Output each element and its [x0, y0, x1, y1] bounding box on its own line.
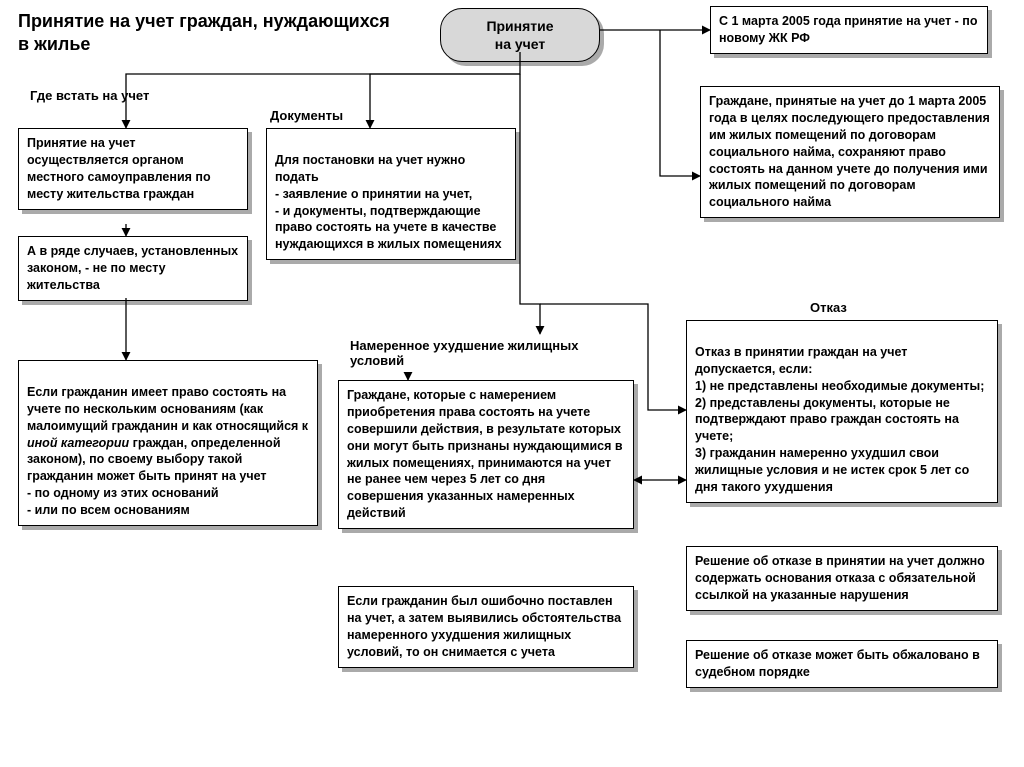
- box-worse2: Если гражданин был ошибочно поставлен на…: [338, 586, 634, 668]
- box-refusal2-text: Решение об отказе в принятии на учет дол…: [695, 554, 985, 602]
- box-worse1-text: Граждане, которые с намерением приобрете…: [347, 388, 623, 520]
- box-refusal2: Решение об отказе в принятии на учет дол…: [686, 546, 998, 611]
- label-refusal: Отказ: [810, 300, 910, 315]
- label-docs: Документы: [270, 108, 390, 123]
- root-line2: на учет: [495, 36, 546, 52]
- label-worse-text: Намеренное ухудшение жилищных условий: [350, 338, 578, 368]
- box-refusal3: Решение об отказе может быть обжаловано …: [686, 640, 998, 688]
- box-date1-text: С 1 марта 2005 года принятие на учет - п…: [719, 14, 977, 45]
- box-docs1: Для постановки на учет нужно подать - за…: [266, 128, 516, 260]
- box-refusal3-text: Решение об отказе может быть обжаловано …: [695, 648, 980, 679]
- title-text: Принятие на учет граждан, нуждающихся в …: [18, 11, 390, 54]
- root-node: Принятие на учет: [440, 8, 600, 62]
- diagram-title: Принятие на учет граждан, нуждающихся в …: [18, 10, 398, 57]
- box-where2-text: А в ряде случаев, установленных законом,…: [27, 244, 238, 292]
- root-line1: Принятие: [486, 18, 553, 34]
- box-date2-text: Граждане, принятые на учет до 1 марта 20…: [709, 94, 990, 209]
- box-date1: С 1 марта 2005 года принятие на учет - п…: [710, 6, 988, 54]
- box-worse1: Граждане, которые с намерением приобрете…: [338, 380, 634, 529]
- box-where2: А в ряде случаев, установленных законом,…: [18, 236, 248, 301]
- box-where1: Принятие на учет осуществляется органом …: [18, 128, 248, 210]
- box-worse2-text: Если гражданин был ошибочно поставлен на…: [347, 594, 621, 659]
- box-refusal1: Отказ в принятии граждан на учет допуска…: [686, 320, 998, 503]
- label-docs-text: Документы: [270, 108, 343, 123]
- label-refusal-text: Отказ: [810, 300, 847, 315]
- label-where: Где встать на учет: [30, 88, 160, 103]
- label-worse: Намеренное ухудшение жилищных условий: [350, 338, 610, 368]
- box-date2: Граждане, принятые на учет до 1 марта 20…: [700, 86, 1000, 218]
- label-where-text: Где встать на учет: [30, 88, 149, 103]
- box-docs1-text: Для постановки на учет нужно подать - за…: [275, 153, 502, 251]
- box-where1-text: Принятие на учет осуществляется органом …: [27, 136, 211, 201]
- box-multi: Если гражданин имеет право состоять на у…: [18, 360, 318, 526]
- box-refusal1-text: Отказ в принятии граждан на учет допуска…: [695, 345, 984, 494]
